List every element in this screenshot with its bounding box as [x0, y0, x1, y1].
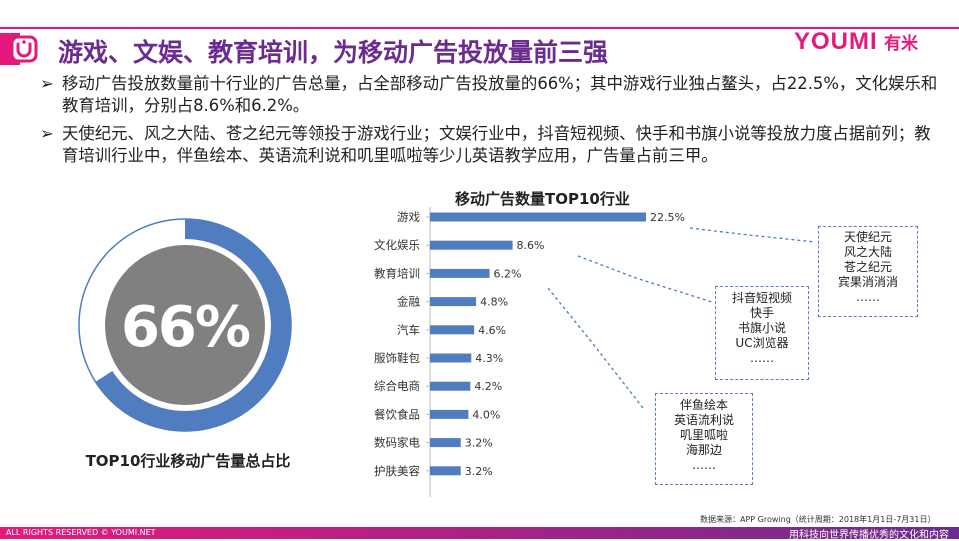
brand-cn: 有米	[884, 33, 919, 54]
page-title: 游戏、文娱、教育培训，为移动广告投放量前三强	[58, 38, 609, 67]
bar-category-label: 餐饮食品	[374, 407, 420, 421]
callout-line: 快手	[749, 306, 774, 320]
bar-category-label: 文化娱乐	[374, 238, 420, 252]
bar-value-label: 4.8%	[480, 296, 508, 309]
bullet-arrow-icon: ➢	[40, 124, 54, 143]
bar-value-label: 3.2%	[465, 465, 493, 478]
bar-mark	[430, 325, 475, 335]
bar-category-label: 服饰鞋包	[374, 351, 420, 365]
callout-line: 苍之纪元	[843, 260, 892, 274]
bar-chart-title: 移动广告数量TOP10行业	[455, 190, 630, 208]
bar-category-label: 教育培训	[374, 266, 420, 280]
callout-entertainment-apps: 抖音短视频 快手 书旗小说 UC浏览器 ……	[715, 286, 809, 380]
bar-category-label: 游戏	[397, 210, 420, 224]
bar-mark	[430, 212, 646, 222]
bar-category-label: 护肤美容	[374, 464, 420, 478]
footer-bar	[0, 527, 959, 539]
header-logo-icon	[0, 33, 38, 65]
donut-caption: TOP10行业移动广告量总占比	[85, 452, 291, 470]
bar-mark	[430, 409, 469, 419]
footer-copyright: ALL RIGHTS RESERVED © YOUMI.NET	[6, 528, 156, 537]
bullet-arrow-icon: ➢	[40, 74, 54, 93]
footer-slogan: 用科技向世界传播优秀的文化和内容	[789, 530, 949, 541]
bar-mark	[430, 381, 471, 391]
bar-value-label: 4.6%	[478, 324, 506, 337]
callout-line: 天使纪元	[843, 230, 892, 244]
bar-value-label: 4.2%	[474, 380, 502, 393]
callout-line: 书旗小说	[737, 321, 786, 335]
bullet-text: 天使纪元、风之大陆、苍之纪元等领投于游戏行业；文娱行业中，抖音短视频、快手和书旗…	[62, 124, 931, 165]
top-accent-line	[0, 27, 959, 29]
brand-text: YOUMI	[794, 28, 878, 55]
total-share-donut-chart: 66%	[75, 215, 295, 435]
callout-line: ……	[692, 458, 716, 472]
youmi-logo: YOUMI 有米	[792, 22, 922, 58]
bar-mark	[430, 438, 461, 448]
bar-mark	[430, 297, 477, 307]
connector-games	[689, 227, 816, 243]
callout-line: 英语流利说	[673, 413, 734, 427]
callout-line: ……	[750, 351, 774, 365]
bar-value-label: 3.2%	[465, 437, 493, 450]
donut-center-label: 66%	[121, 295, 250, 360]
callout-line: 抖音短视频	[731, 291, 792, 305]
bar-mark	[430, 466, 461, 476]
bar-category-label: 汽车	[397, 323, 420, 337]
bar-mark	[430, 353, 472, 363]
callout-line: ……	[856, 290, 880, 304]
bar-value-label: 8.6%	[517, 239, 545, 252]
bullet-item: ➢ 移动广告投放数量前十行业的广告总量，占全部移动广告投放量的66%；其中游戏行…	[40, 73, 945, 117]
bullet-text: 移动广告投放数量前十行业的广告总量，占全部移动广告投放量的66%；其中游戏行业独…	[62, 74, 938, 115]
bar-category-label: 金融	[397, 295, 420, 309]
callout-education-apps: 伴鱼绘本 英语流利说 叽里呱啦 海那边 ……	[655, 393, 753, 485]
bar-mark	[430, 268, 490, 278]
bar-value-label: 4.0%	[472, 408, 500, 421]
callout-games-apps: 天使纪元 风之大陆 苍之纪元 宾果消消消 ……	[818, 226, 918, 317]
bar-value-label: 22.5%	[650, 211, 685, 224]
bar-category-label: 综合电商	[374, 379, 420, 393]
top10-industry-bar-chart: 游戏 22.5% 文化娱乐 8.6% 教育培训 6.2% 金融 4.8% 汽车 4.6% 服饰鞋包 4…	[374, 207, 685, 497]
callout-line: 海那边	[685, 443, 722, 457]
callout-line: 叽里呱啦	[679, 428, 728, 442]
bar-value-label: 4.3%	[475, 352, 503, 365]
bullet-item: ➢ 天使纪元、风之大陆、苍之纪元等领投于游戏行业；文娱行业中，抖音短视频、快手和…	[40, 123, 945, 167]
donut-center-disk	[105, 245, 265, 405]
callout-line: 宾果消消消	[837, 275, 898, 289]
bar-mark	[430, 240, 513, 250]
data-source-note: 数据来源：APP Growing（统计周期：2018年1月1日-7月31日）	[700, 515, 936, 524]
callout-line: 伴鱼绘本	[679, 398, 728, 412]
bar-category-label: 数码家电	[374, 436, 420, 450]
callout-line: 风之大陆	[843, 245, 892, 259]
bar-value-label: 6.2%	[494, 267, 522, 280]
callout-line: UC浏览器	[735, 336, 789, 350]
bullet-list: ➢ 移动广告投放数量前十行业的广告总量，占全部移动广告投放量的66%；其中游戏行…	[40, 73, 945, 173]
